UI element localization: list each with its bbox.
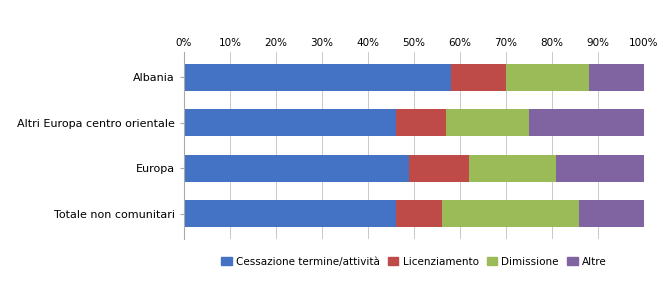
Bar	[442, 200, 579, 227]
Bar	[556, 155, 644, 182]
Bar	[409, 155, 469, 182]
Bar	[184, 64, 451, 91]
Bar	[184, 155, 409, 182]
Bar	[396, 109, 446, 136]
Bar	[506, 64, 589, 91]
Bar	[446, 109, 529, 136]
Bar	[184, 200, 396, 227]
Bar	[589, 64, 644, 91]
Legend: Cessazione termine/attività, Licenziamento, Dimissione, Altre: Cessazione termine/attività, Licenziamen…	[219, 255, 609, 269]
Bar	[579, 200, 644, 227]
Bar	[396, 200, 442, 227]
Bar	[184, 109, 396, 136]
Bar	[469, 155, 556, 182]
Bar	[451, 64, 506, 91]
Bar	[529, 109, 644, 136]
